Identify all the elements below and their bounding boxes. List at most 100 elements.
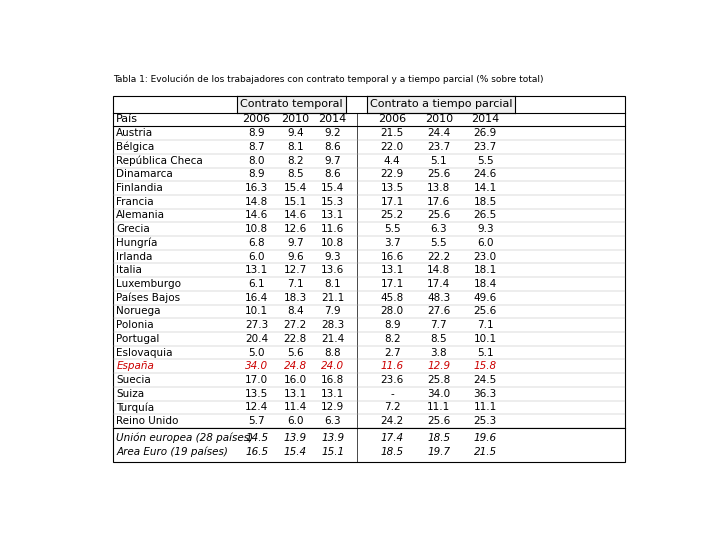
Text: Area Euro (19 países): Area Euro (19 países) xyxy=(117,447,228,457)
Text: 13.8: 13.8 xyxy=(427,183,451,193)
Text: Irlanda: Irlanda xyxy=(117,252,153,261)
Text: 25.6: 25.6 xyxy=(427,170,451,179)
Text: Finlandia: Finlandia xyxy=(117,183,163,193)
Text: 9.7: 9.7 xyxy=(287,238,304,248)
Text: 18.3: 18.3 xyxy=(284,293,307,303)
Text: 5.5: 5.5 xyxy=(477,156,494,166)
Text: 6.0: 6.0 xyxy=(248,252,265,261)
Text: Austria: Austria xyxy=(117,129,153,138)
Text: 49.6: 49.6 xyxy=(474,293,497,303)
Text: 22.0: 22.0 xyxy=(381,142,404,152)
Text: 16.6: 16.6 xyxy=(381,252,404,261)
Text: 8.5: 8.5 xyxy=(431,334,447,344)
Text: 25.6: 25.6 xyxy=(427,416,451,426)
Text: 8.1: 8.1 xyxy=(287,142,304,152)
Text: 16.4: 16.4 xyxy=(245,293,269,303)
Text: Noruega: Noruega xyxy=(117,306,161,316)
Text: 26.5: 26.5 xyxy=(474,211,497,220)
Text: 15.1: 15.1 xyxy=(284,197,307,207)
Text: 12.9: 12.9 xyxy=(321,402,344,413)
Text: 27.3: 27.3 xyxy=(245,320,269,330)
Text: 34.0: 34.0 xyxy=(245,361,268,372)
Text: 17.6: 17.6 xyxy=(427,197,451,207)
Text: 24.5: 24.5 xyxy=(474,375,497,385)
Text: 15.8: 15.8 xyxy=(474,361,497,372)
Text: 15.4: 15.4 xyxy=(284,183,307,193)
Text: 25.2: 25.2 xyxy=(381,211,404,220)
Text: -: - xyxy=(390,389,394,399)
Text: 6.8: 6.8 xyxy=(248,238,265,248)
Text: 2006: 2006 xyxy=(243,114,271,125)
Text: 3.7: 3.7 xyxy=(384,238,400,248)
Text: 14.6: 14.6 xyxy=(245,211,269,220)
Text: 4.4: 4.4 xyxy=(384,156,400,166)
Text: 18.5: 18.5 xyxy=(474,197,497,207)
Text: 6.1: 6.1 xyxy=(248,279,265,289)
Text: 2010: 2010 xyxy=(282,114,310,125)
Text: 8.4: 8.4 xyxy=(287,306,304,316)
Text: 13.1: 13.1 xyxy=(245,265,269,275)
Text: 13.1: 13.1 xyxy=(321,211,344,220)
Text: 18.5: 18.5 xyxy=(381,447,404,457)
Text: 22.8: 22.8 xyxy=(284,334,307,344)
Text: 12.6: 12.6 xyxy=(284,224,307,234)
Text: Unión europea (28 países): Unión europea (28 países) xyxy=(117,433,253,443)
Text: 11.1: 11.1 xyxy=(474,402,497,413)
Text: 15.4: 15.4 xyxy=(284,447,307,457)
Text: 9.2: 9.2 xyxy=(324,129,341,138)
Text: 23.0: 23.0 xyxy=(474,252,497,261)
Text: 20.4: 20.4 xyxy=(245,334,268,344)
Text: Portugal: Portugal xyxy=(117,334,160,344)
Bar xyxy=(367,96,515,112)
Text: España: España xyxy=(117,361,154,372)
Text: Contrato temporal: Contrato temporal xyxy=(240,99,343,109)
Text: 8.2: 8.2 xyxy=(384,334,400,344)
Text: 2014: 2014 xyxy=(318,114,347,125)
Bar xyxy=(113,96,625,462)
Text: 5.5: 5.5 xyxy=(384,224,400,234)
Text: 14.8: 14.8 xyxy=(245,197,269,207)
Text: 5.5: 5.5 xyxy=(431,238,447,248)
Text: 15.1: 15.1 xyxy=(321,447,344,457)
Text: 13.1: 13.1 xyxy=(284,389,307,399)
Text: 25.3: 25.3 xyxy=(474,416,497,426)
Text: 17.1: 17.1 xyxy=(381,279,404,289)
Text: 5.6: 5.6 xyxy=(287,348,304,357)
Text: 13.1: 13.1 xyxy=(321,389,344,399)
Text: Polonia: Polonia xyxy=(117,320,154,330)
Text: 6.0: 6.0 xyxy=(477,238,493,248)
Text: 10.8: 10.8 xyxy=(245,224,268,234)
Text: 2006: 2006 xyxy=(378,114,406,125)
Text: 23.7: 23.7 xyxy=(474,142,497,152)
Text: 19.6: 19.6 xyxy=(474,433,497,443)
Text: 25.6: 25.6 xyxy=(427,211,451,220)
Text: 14.6: 14.6 xyxy=(284,211,307,220)
Text: Hungría: Hungría xyxy=(117,238,158,248)
Text: 14.8: 14.8 xyxy=(427,265,451,275)
Text: 24.0: 24.0 xyxy=(321,361,344,372)
Text: 16.0: 16.0 xyxy=(284,375,307,385)
Text: 11.4: 11.4 xyxy=(284,402,307,413)
Text: Francia: Francia xyxy=(117,197,154,207)
Bar xyxy=(238,96,346,112)
Text: 5.0: 5.0 xyxy=(248,348,265,357)
Text: 3.8: 3.8 xyxy=(431,348,447,357)
Text: 48.3: 48.3 xyxy=(427,293,451,303)
Text: 8.5: 8.5 xyxy=(287,170,304,179)
Text: 5.1: 5.1 xyxy=(431,156,447,166)
Text: 13.6: 13.6 xyxy=(321,265,344,275)
Text: 17.0: 17.0 xyxy=(245,375,268,385)
Text: 17.4: 17.4 xyxy=(427,279,451,289)
Text: Grecia: Grecia xyxy=(117,224,150,234)
Text: 2014: 2014 xyxy=(471,114,500,125)
Text: Bélgica: Bélgica xyxy=(117,141,155,152)
Text: Eslovaquia: Eslovaquia xyxy=(117,348,173,357)
Text: 13.5: 13.5 xyxy=(381,183,404,193)
Text: 23.7: 23.7 xyxy=(427,142,451,152)
Text: 27.2: 27.2 xyxy=(284,320,307,330)
Text: Suiza: Suiza xyxy=(117,389,145,399)
Text: 8.7: 8.7 xyxy=(248,142,265,152)
Text: Países Bajos: Países Bajos xyxy=(117,293,181,303)
Text: 14.1: 14.1 xyxy=(474,183,497,193)
Text: 22.9: 22.9 xyxy=(381,170,404,179)
